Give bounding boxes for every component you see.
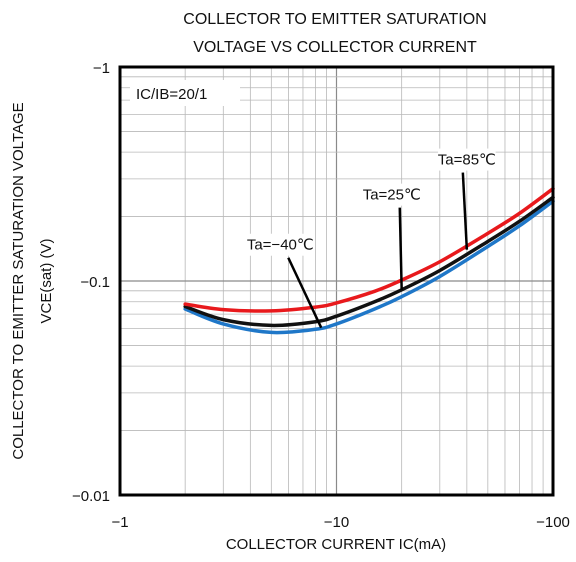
- annotation-label: Ta=85℃: [438, 152, 496, 169]
- data-series: [185, 189, 553, 333]
- series-line-ta-40: [185, 201, 553, 332]
- chart-title-line2: VOLTAGE VS COLLECTOR CURRENT: [193, 39, 477, 56]
- annotations: Ta=85℃ Ta=25℃ Ta=−40℃: [247, 149, 496, 328]
- x-axis-label: COLLECTOR CURRENT IC(mA): [226, 536, 446, 553]
- condition-box: IC/IB=20/1: [130, 80, 240, 106]
- annotation-label: Ta=25℃: [363, 187, 421, 204]
- annotation-leader-line: [463, 173, 467, 250]
- series-line-ta-85: [185, 189, 553, 311]
- condition-label: IC/IB=20/1: [136, 86, 207, 103]
- y-tick-label: −0.01: [72, 488, 110, 505]
- chart-title-line1: COLLECTOR TO EMITTER SATURATION: [183, 11, 486, 28]
- y-tick-label: −1: [93, 60, 110, 77]
- x-tick-label: −1: [111, 514, 128, 531]
- x-tick-labels: −1 −10 −100: [111, 514, 569, 531]
- annotation-label: Ta=−40℃: [247, 237, 314, 254]
- y-axis-label-line2: VCE(sat) (V): [38, 238, 55, 323]
- x-tick-label: −10: [324, 514, 349, 531]
- x-tick-label: −100: [536, 514, 570, 531]
- y-axis-label-line1: COLLECTOR TO EMITTER SATURATION VOLTAGE: [10, 102, 27, 459]
- annotation-leader-line: [288, 258, 321, 328]
- grid-lines: [120, 67, 553, 495]
- y-tick-label: −0.1: [80, 274, 110, 291]
- y-tick-labels: −0.01 −0.1 −1: [72, 60, 110, 505]
